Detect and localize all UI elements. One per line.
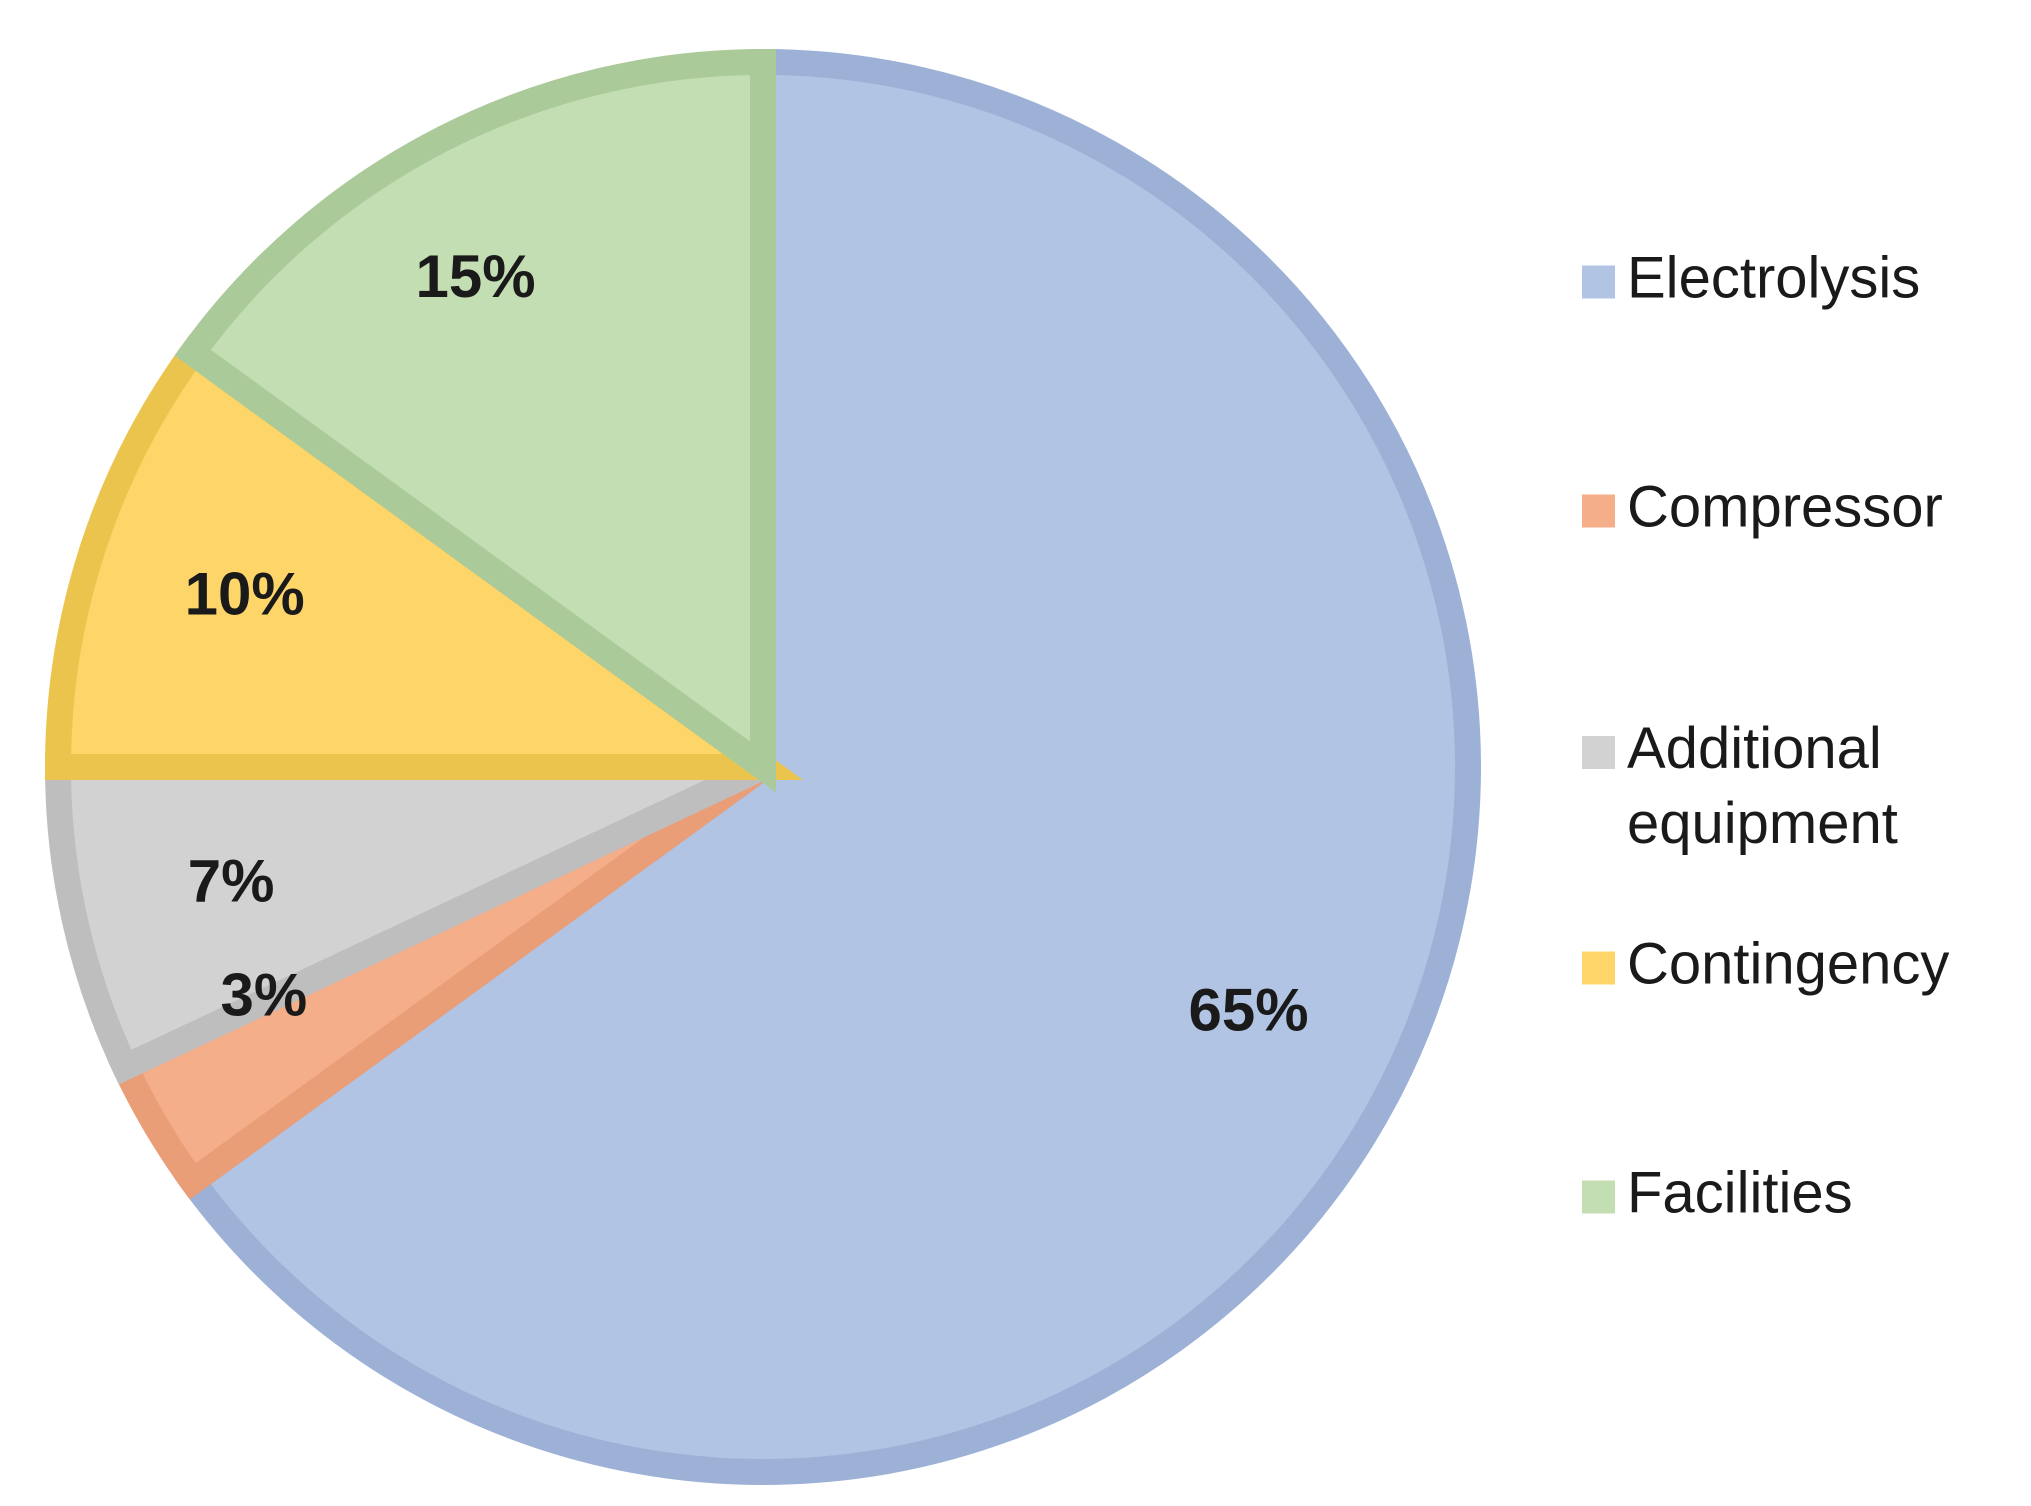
- legend-label-compressor: Compressor: [1627, 474, 1943, 539]
- legend-label-facilities: Facilities: [1627, 1160, 1853, 1225]
- legend-swatch-contingency: [1582, 951, 1615, 985]
- legend-item-contingency: Contingency: [1582, 931, 1949, 996]
- pie-slices: [44, 48, 1481, 1485]
- legend-swatch-additional-equipment: [1582, 736, 1615, 769]
- legend-label-electrolysis: Electrolysis: [1627, 245, 1920, 310]
- slice-label-contingency: 10%: [185, 560, 305, 627]
- legend-item-facilities: Facilities: [1582, 1160, 1853, 1225]
- slice-labels: 65% 3% 7% 10% 15%: [185, 243, 1309, 1043]
- legend-label-additional-equipment: Additional equipment: [1627, 716, 1898, 856]
- slice-label-electrolysis: 65%: [1189, 976, 1309, 1043]
- legend-item-electrolysis: Electrolysis: [1582, 245, 1920, 310]
- pie-slice-additional-equipment: [44, 754, 769, 1085]
- legend-swatch-compressor: [1582, 494, 1615, 528]
- slice-label-compressor: 3%: [221, 961, 308, 1028]
- legend-item-compressor: Compressor: [1582, 474, 1943, 539]
- slice-label-facilities: 15%: [416, 243, 536, 310]
- legend-label-contingency: Contingency: [1627, 931, 1949, 996]
- legend-item-additional-equipment: Additional equipment: [1582, 716, 1898, 856]
- legend-swatch-facilities: [1582, 1180, 1615, 1214]
- pie-slice-facilities: [174, 48, 776, 793]
- legend-swatch-electrolysis: [1582, 265, 1615, 299]
- legend: Electrolysis Compressor Additional equipmen…: [1582, 245, 1949, 1225]
- pie-slice-contingency: [44, 334, 804, 780]
- pie-slice-electrolysis: [174, 48, 1481, 1485]
- slice-label-additional-equipment: 7%: [188, 848, 275, 915]
